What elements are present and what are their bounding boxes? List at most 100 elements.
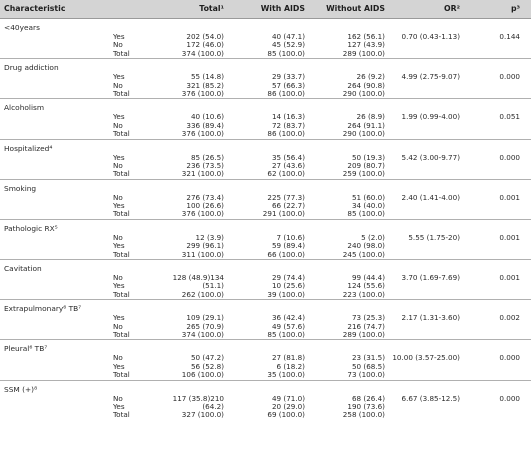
row-label: No [113,353,123,363]
cell-without-aids: 190 (73.6) [347,401,385,411]
header-characteristic: Characteristic [4,4,66,13]
table-row: Yes 299 (96.1) 59 (89.4) 240 (98.0) [0,241,531,251]
table-row: Total 376 (100.0) 86 (100.0) 290 (100.0) [0,129,531,139]
table-section: Smoking No 276 (73.4) 225 (77.3) 51 (60.0) 2.… [0,183,531,220]
cell-odds-ratio: 4.99 (2.75-9.07) [401,72,461,82]
cell-without-aids: 216 (74.7) [347,321,385,331]
cell-total: 327 (100.0) [181,410,224,420]
row-label: Total [113,48,130,58]
cell-without-aids: 26 (9.2) [356,72,385,82]
table-row: Yes (64.2) 20 (29.0) 190 (73.6) [0,401,531,411]
table-section: Cavitation No 128 (48.9)134 29 (74.4) 99 (44… [0,263,531,301]
cell-without-aids: 26 (8.9) [356,112,385,122]
cell-with-aids: 20 (29.0) [271,401,305,411]
table-row: Total 311 (100.0) 66 (100.0) 245 (100.0) [0,249,531,259]
table-row: Total 262 (100.0) 39 (100.0) 223 (100.0) [0,289,531,299]
table-row: Yes 55 (14.8) 29 (33.7) 26 (9.2) 4.99 (2.75-… [0,72,531,82]
table-row: Total 376 (100.0) 291 (100.0) 85 (100.0) [0,209,531,219]
table-row: No 276 (73.4) 225 (77.3) 51 (60.0) 2.40 (1.4… [0,192,531,202]
cell-total: 12 (3.9) [195,232,224,242]
section-title: Pathologic RX⁵ [4,223,58,233]
cell-with-aids: 39 (100.0) [267,289,305,299]
cell-without-aids: 50 (19.3) [351,152,385,162]
section-title: Cavitation [4,264,42,274]
cell-total: 336 (89.4) [186,120,224,130]
cell-odds-ratio: 0.70 (0.43-1.13) [401,32,461,41]
cell-total: 85 (26.5) [190,152,224,162]
row-label: Total [113,209,130,219]
cell-without-aids: 23 (31.5) [351,353,385,363]
cell-with-aids: 27 (81.8) [271,353,305,363]
cell-p-value: 0.000 [499,353,520,363]
cell-with-aids: 40 (47.1) [271,32,305,41]
cell-odds-ratio: 3.70 (1.69-7.69) [401,273,461,283]
cell-with-aids: 86 (100.0) [267,129,305,139]
table-row: No 128 (48.9)134 29 (74.4) 99 (44.4) 3.70 (1… [0,273,531,283]
cell-with-aids: 86 (100.0) [267,88,305,98]
section-title: <40years [4,23,40,32]
cell-with-aids: 14 (16.3) [271,112,305,122]
table-row: No 172 (46.0) 45 (52.9) 127 (43.9) [0,40,531,49]
cell-p-value: 0.000 [499,152,520,162]
cell-with-aids: 10 (25.6) [271,281,305,291]
table-row: Yes 109 (29.1) 36 (42.4) 73 (25.3) 2.17 (1.3… [0,313,531,322]
cell-without-aids: 240 (98.0) [347,241,385,251]
cell-with-aids: 29 (33.7) [271,72,305,82]
row-label: No [113,80,123,90]
cell-with-aids: 59 (89.4) [271,241,305,251]
row-label: Yes [113,152,125,162]
cell-without-aids: 264 (91.1) [347,120,385,130]
cell-total: 50 (47.2) [190,353,224,363]
row-label: Total [113,289,130,299]
cell-total: 374 (100.0) [181,329,224,339]
header-with-aids: With AIDS [260,4,305,13]
cell-total: 202 (54.0) [186,32,224,41]
row-label: No [113,321,123,331]
cell-without-aids: 5 (2.0) [361,232,385,242]
header-without-aids: Without AIDS [326,4,385,13]
cell-without-aids: 245 (100.0) [342,249,385,259]
cell-without-aids: 223 (100.0) [342,289,385,299]
row-label: No [113,160,123,170]
table-row: Total 376 (100.0) 86 (100.0) 290 (100.0) [0,88,531,98]
cell-odds-ratio: 5.55 (1.75-20) [408,232,460,242]
row-label: Total [113,370,130,380]
row-label: Yes [113,112,125,122]
cell-without-aids: 85 (100.0) [347,209,385,219]
cell-without-aids: 51 (60.0) [351,192,385,202]
table-row: No 265 (70.9) 49 (57.6) 216 (74.7) [0,321,531,331]
cell-without-aids: 73 (100.0) [347,370,385,380]
cell-p-value: 0.000 [499,72,520,82]
table-row: Yes 40 (10.6) 14 (16.3) 26 (8.9) 1.99 (0.99-… [0,112,531,122]
row-label: Yes [113,281,125,291]
cell-without-aids: 99 (44.4) [351,273,385,283]
cell-total: 117 (35.8)210 [172,393,224,403]
cell-total: 262 (100.0) [181,289,224,299]
cell-total: 311 (100.0) [181,249,224,259]
cell-with-aids: 35 (56.4) [271,152,305,162]
table-row: Total 321 (100.0) 62 (100.0) 259 (100.0) [0,169,531,179]
table-section: SSM (+)⁸ No 117 (35.8)210 49 (71.0) 68 (26.4… [0,384,531,420]
cell-without-aids: 289 (100.0) [342,48,385,58]
row-label: Yes [113,72,125,82]
row-label: No [113,273,123,283]
cell-with-aids: 49 (57.6) [271,321,305,331]
cell-p-value: 0.000 [499,393,520,403]
cell-odds-ratio: 6.67 (3.85-12.5) [401,393,461,403]
table-row: No 12 (3.9) 7 (10.6) 5 (2.0) 5.55 (1.75-20) 0… [0,232,531,242]
section-title: Hospitalized⁴ [4,143,53,153]
cell-without-aids: 209 (80.7) [347,160,385,170]
cell-with-aids: 72 (83.7) [271,120,305,130]
cell-total: 299 (96.1) [186,241,224,251]
cell-total: 321 (100.0) [181,169,224,179]
cell-without-aids: 259 (100.0) [342,169,385,179]
table-header: Characteristic Total¹ With AIDS Without … [0,0,531,19]
cell-total: 40 (10.6) [190,112,224,122]
cell-without-aids: 258 (100.0) [342,410,385,420]
section-title: Extrapulmonary⁶ TB⁷ [4,304,82,314]
row-label: Yes [113,401,125,411]
table-row: Total 106 (100.0) 35 (100.0) 73 (100.0) [0,370,531,380]
table-row: Yes 56 (52.8) 6 (18.2) 50 (68.5) [0,362,531,371]
cell-p-value: 0.001 [499,232,520,242]
